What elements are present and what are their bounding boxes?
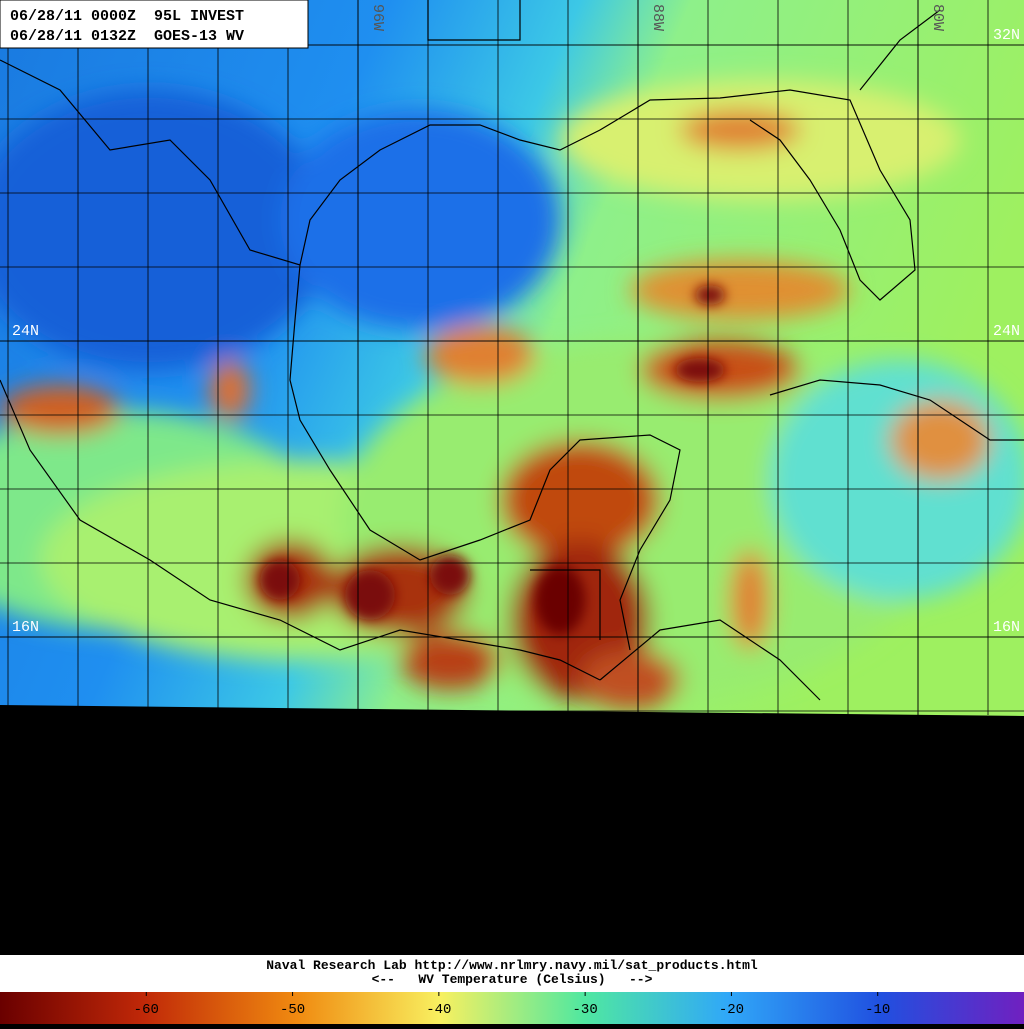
lat-label: 24N: [12, 323, 39, 340]
lon-label: 80W: [929, 4, 946, 31]
header-line: 06/28/11 0000Z 95L INVEST: [10, 8, 244, 25]
lat-label: 32N: [993, 27, 1020, 44]
colorbar-tick-label: -10: [865, 1002, 890, 1018]
header-line: 06/28/11 0132Z GOES-13 WV: [10, 28, 244, 45]
colorbar-tick-label: -40: [426, 1002, 451, 1018]
header-box: 06/28/11 0000Z 95L INVEST 06/28/11 0132Z…: [0, 0, 309, 49]
lat-lon-grid: 32N32N24N24N16N16N96W88W80W: [12, 4, 1020, 636]
lat-label: 16N: [993, 619, 1020, 636]
footer-credit: Naval Research Lab http://www.nrlmry.nav…: [266, 958, 758, 973]
coastlines: [0, 0, 1024, 700]
colorbar-tick-label: -60: [134, 1002, 159, 1018]
footer-band: [0, 955, 1024, 992]
colorbar-tick-label: -30: [573, 1002, 598, 1018]
lon-label: 96W: [369, 4, 386, 31]
colorbar-tick-label: -50: [280, 1002, 305, 1018]
colorbar-tick-label: -20: [719, 1002, 744, 1018]
colorbar: [0, 992, 1024, 1024]
colorbar-ticks: -60 -50 -40 -30 -20 -10: [134, 992, 890, 1018]
imagery: [0, 0, 1024, 720]
lon-label: 88W: [649, 4, 666, 31]
lat-label: 24N: [993, 323, 1020, 340]
footer-scale-title: <-- WV Temperature (Celsius) -->: [372, 972, 653, 987]
lat-label: 16N: [12, 619, 39, 636]
